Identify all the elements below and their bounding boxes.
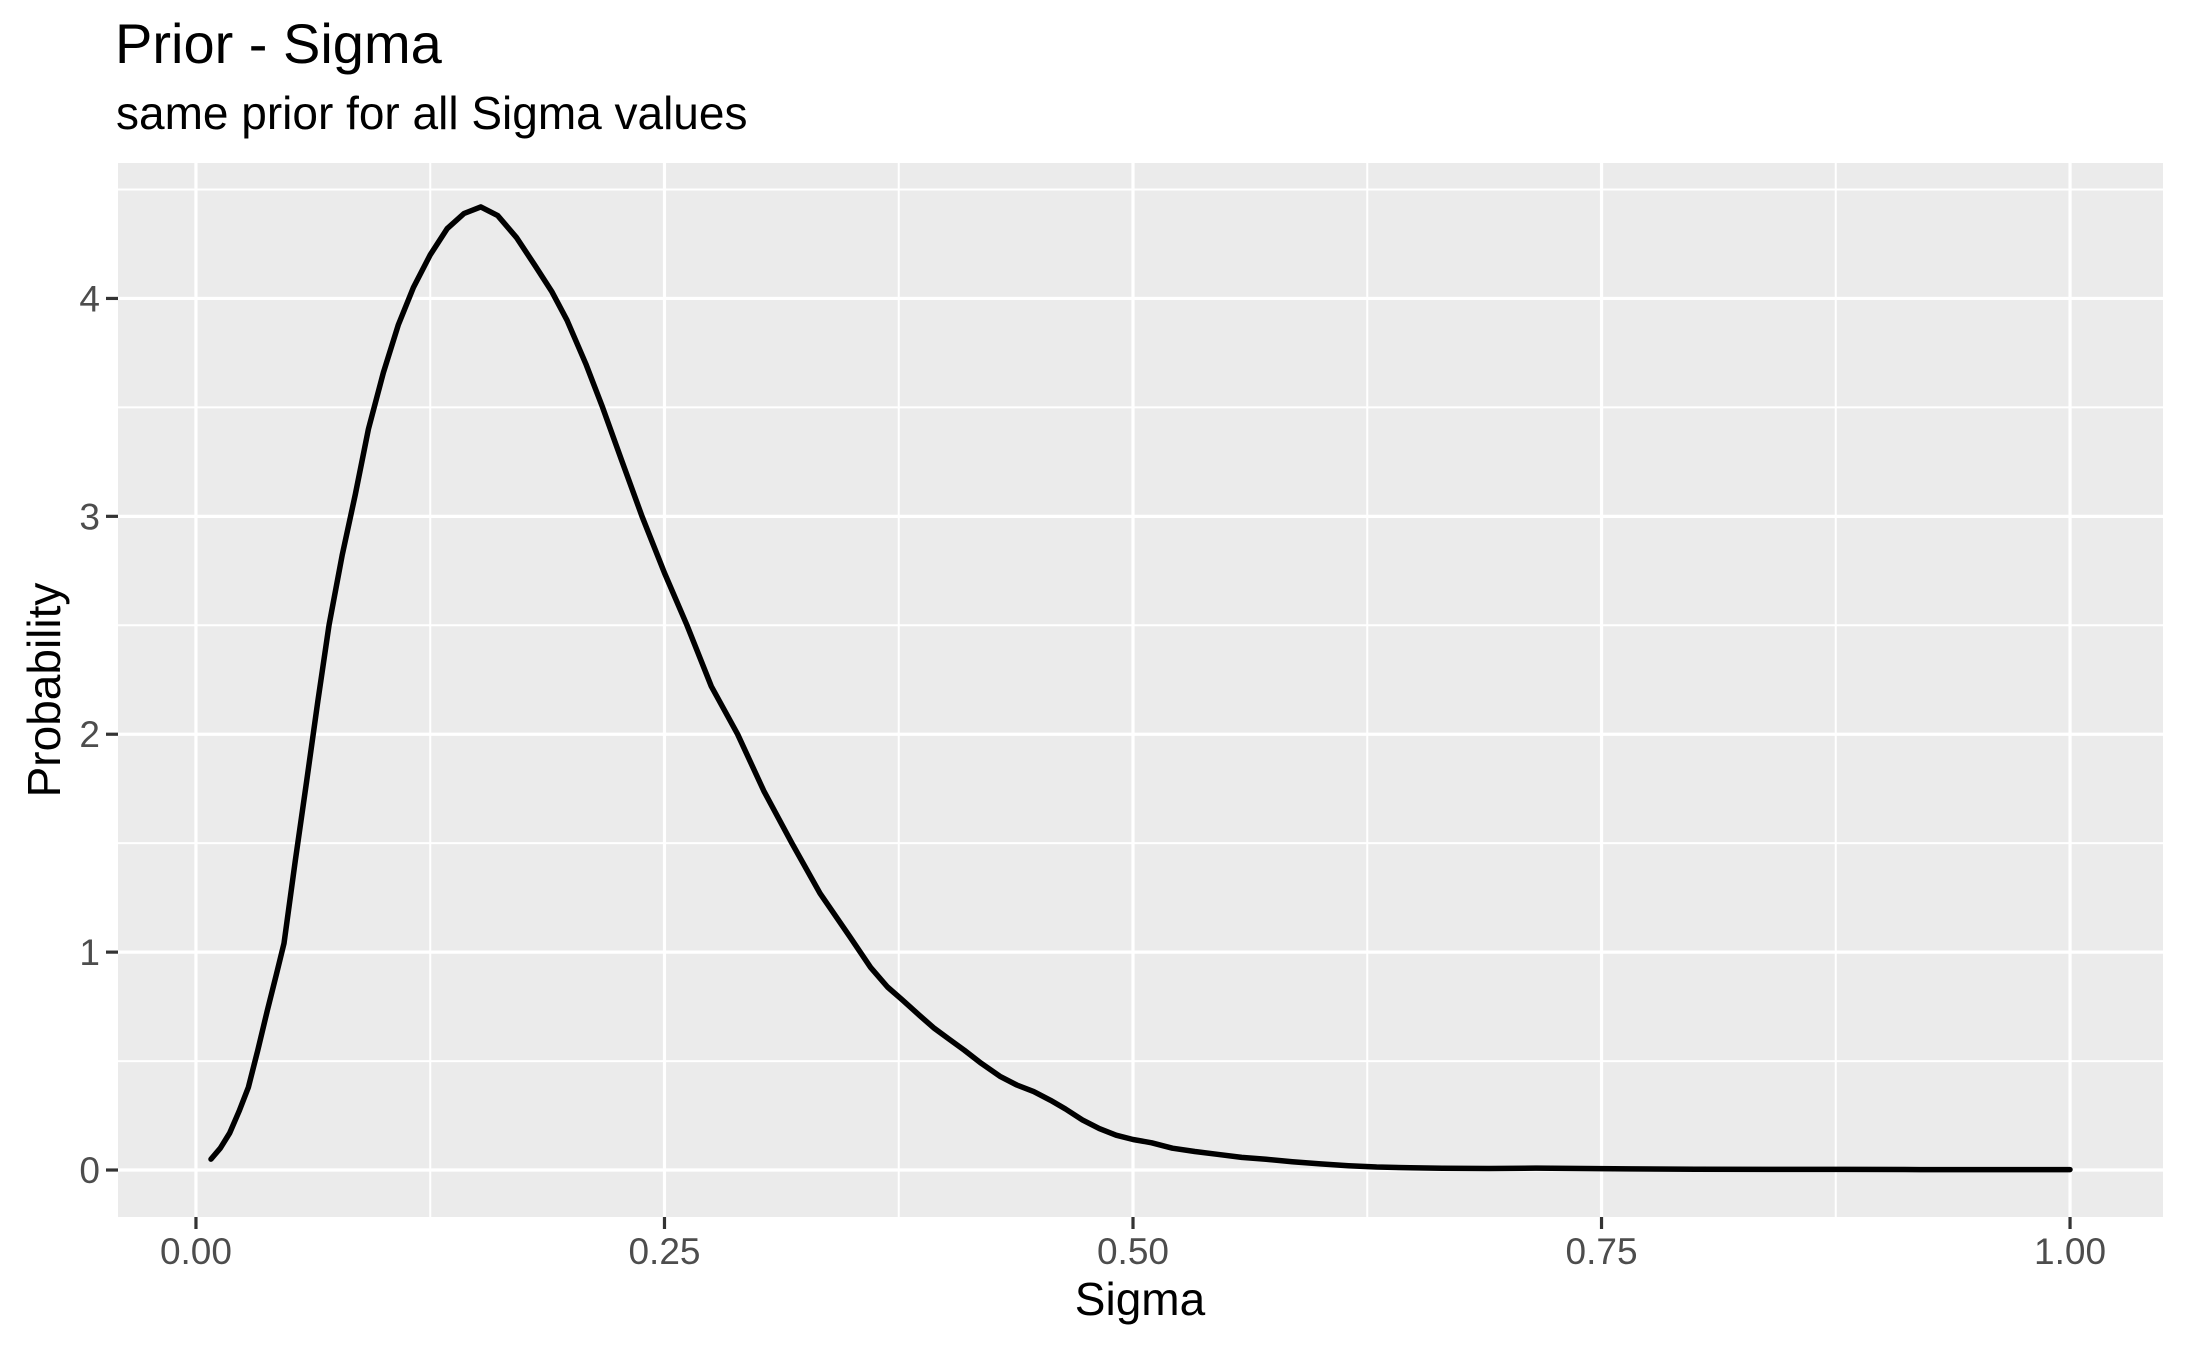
y-axis-title: Probability bbox=[18, 583, 70, 798]
y-tick-label: 2 bbox=[79, 714, 100, 755]
x-axis-title: Sigma bbox=[1075, 1273, 1206, 1325]
x-tick-labels-group: 0.00 0.25 0.50 0.75 1.00 bbox=[160, 1231, 2106, 1272]
x-tick-label: 0.25 bbox=[628, 1231, 700, 1272]
y-tick-label: 0 bbox=[79, 1150, 100, 1191]
plot-panel bbox=[118, 163, 2163, 1217]
x-tick-label: 1.00 bbox=[2034, 1231, 2106, 1272]
y-tick-label: 1 bbox=[79, 932, 100, 973]
axis-ticks-group bbox=[106, 296, 2072, 1229]
y-tick-label: 3 bbox=[79, 496, 100, 537]
grid-minor-group bbox=[118, 163, 2163, 1217]
x-tick-label: 0.00 bbox=[160, 1231, 232, 1272]
plot-subtitle: same prior for all Sigma values bbox=[116, 87, 747, 139]
y-tick-label: 4 bbox=[79, 278, 100, 319]
plot-title: Prior - Sigma bbox=[115, 12, 443, 75]
y-tick-labels-group: 0 1 2 3 4 bbox=[79, 278, 100, 1191]
density-curve bbox=[208, 204, 2073, 1173]
grid-major-group bbox=[118, 163, 2163, 1217]
x-tick-label: 0.50 bbox=[1097, 1231, 1169, 1272]
x-tick-label: 0.75 bbox=[1566, 1231, 1638, 1272]
